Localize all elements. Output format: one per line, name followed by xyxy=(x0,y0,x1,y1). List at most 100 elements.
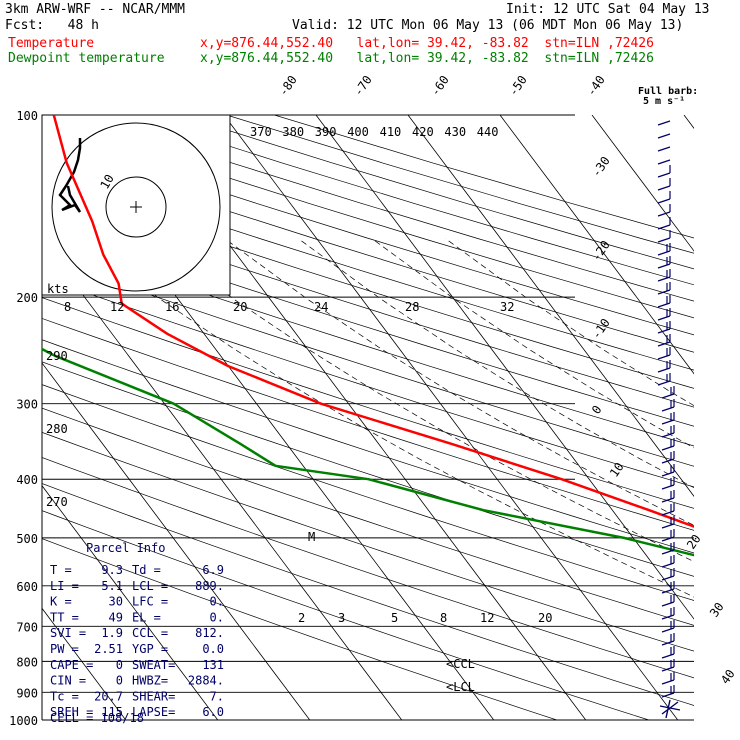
dry-adiabat-line xyxy=(42,361,694,577)
sounding-profiles xyxy=(42,115,694,557)
barb-legend-title: Full barb: xyxy=(638,86,698,97)
parcel-row-label: SVI = xyxy=(50,626,86,640)
wind-barb xyxy=(657,198,671,204)
theta-e-label: 400 xyxy=(347,125,369,139)
pressure-label: 900 xyxy=(16,686,38,700)
dry-adiabat-line xyxy=(42,538,557,720)
hodograph-ring-label: 10 xyxy=(97,172,116,192)
isotherm-label: -80 xyxy=(276,73,300,99)
pressure-label: 200 xyxy=(16,291,38,305)
wind-barb xyxy=(661,588,675,594)
isotherm-line xyxy=(42,362,311,720)
parcel-row-value: 1.9 xyxy=(101,626,123,640)
parcel-row-label: EL = xyxy=(132,610,161,624)
theta-e-label: 430 xyxy=(444,125,466,139)
dry-adiabat-line xyxy=(42,318,694,531)
wind-barb xyxy=(661,536,675,542)
theta-e-label: 390 xyxy=(315,125,337,139)
parcel-cell: CELL = 108/18 xyxy=(50,711,144,725)
isotherm-label: -50 xyxy=(506,73,530,99)
wind-barb xyxy=(661,627,675,633)
parcel-row-label: SHEAR= xyxy=(132,689,175,703)
parcel-row-value: 9.3 xyxy=(101,563,123,577)
hodograph-trace xyxy=(58,138,82,213)
wind-barb xyxy=(661,575,675,581)
isotherm-line xyxy=(315,115,694,620)
parcel-row-value: 30 xyxy=(109,595,123,609)
parcel-row-label: CCL = xyxy=(132,626,168,640)
hodograph-units: kts xyxy=(47,282,69,296)
wind-barb xyxy=(657,159,671,165)
ccl-marker: <CCL xyxy=(446,657,475,671)
dry-adiabat-line xyxy=(42,219,694,427)
parcel-row-value: 812. xyxy=(195,626,224,640)
pressure-label: 400 xyxy=(16,473,38,487)
dry-adiabat-line xyxy=(42,166,694,371)
mixing-ratio-upper-label: 8 xyxy=(64,300,71,314)
parcel-row-value: 0 xyxy=(116,674,123,688)
hodograph-ring-outer xyxy=(51,122,221,292)
parcel-row-value: 115 xyxy=(101,705,123,719)
wind-barb xyxy=(657,380,671,386)
parcel-row-label: CIN = xyxy=(50,674,86,688)
theta-e-label: 380 xyxy=(282,125,304,139)
lcl-marker: <LCL xyxy=(446,680,475,694)
dry-adiabat-label: 290 xyxy=(46,349,68,363)
wind-barb xyxy=(661,510,675,516)
dry-adiabat-line xyxy=(42,339,694,554)
theta-e-label: 420 xyxy=(412,125,434,139)
parcel-info-title: Parcel Info xyxy=(86,541,165,555)
parcel-row-label: HWBZ= xyxy=(132,674,168,688)
parcel-row-label: K = xyxy=(50,595,72,609)
wind-barb xyxy=(661,614,675,620)
parcel-row-label: SWEAT= xyxy=(132,658,175,672)
forecast-hour: Fcst: 48 h xyxy=(5,18,99,33)
hodograph: 10 kts xyxy=(47,122,221,296)
isotherm-label: -60 xyxy=(428,73,452,99)
wind-barb-surface xyxy=(659,699,681,719)
barb-legend-value: 5 m s⁻¹ xyxy=(643,96,685,107)
mixing-ratio-upper-label: 12 xyxy=(110,300,124,314)
moist-adiabat-line xyxy=(371,238,694,449)
parcel-row-label: LCL = xyxy=(132,579,168,593)
parcel-row-label: T = xyxy=(50,563,72,577)
isotherm-label: 30 xyxy=(707,600,727,620)
legend-temperature: Temperature xyxy=(8,36,95,51)
wind-barb xyxy=(657,315,671,321)
wind-barb xyxy=(661,471,675,477)
moist-adiabat-line xyxy=(445,238,694,407)
isotherm-line xyxy=(42,485,219,720)
wind-barb xyxy=(661,432,675,438)
isotherm-label: 20 xyxy=(684,532,704,552)
wind-barbs xyxy=(657,120,681,719)
wind-barb xyxy=(661,692,675,698)
parcel-row-label: LFC = xyxy=(132,595,168,609)
theta-e-label: 440 xyxy=(477,125,499,139)
moist-adiabat-line xyxy=(224,238,694,526)
wind-barb xyxy=(657,341,671,347)
parcel-row-value: 0. xyxy=(210,595,224,609)
mixing-ratio-upper-label: 28 xyxy=(405,300,419,314)
mixing-ratio-upper-label: 24 xyxy=(314,300,328,314)
wind-barb xyxy=(661,484,675,490)
wind-barb xyxy=(657,172,671,178)
wind-barb xyxy=(657,211,671,217)
isotherm-line xyxy=(42,239,403,720)
dry-adiabat-line xyxy=(42,483,694,706)
parcel-row-label: LI = xyxy=(50,579,79,593)
dry-adiabat-line xyxy=(42,257,694,467)
mixing-ratio-lower-label: 3 xyxy=(338,611,345,625)
wind-barb xyxy=(661,393,675,399)
pressure-label: 700 xyxy=(16,620,38,634)
temperature-profile xyxy=(52,115,694,528)
wind-barb xyxy=(661,445,675,451)
isotherm-label: -30 xyxy=(589,154,613,180)
isotherm-line xyxy=(42,607,127,720)
isotherm-line xyxy=(683,115,694,130)
parcel-row-value: 6.0 xyxy=(202,705,224,719)
parcel-row-value: 6.9 xyxy=(202,563,224,577)
mixing-ratio-lower-label: 2 xyxy=(298,611,305,625)
isotherm-label: -40 xyxy=(584,73,608,99)
